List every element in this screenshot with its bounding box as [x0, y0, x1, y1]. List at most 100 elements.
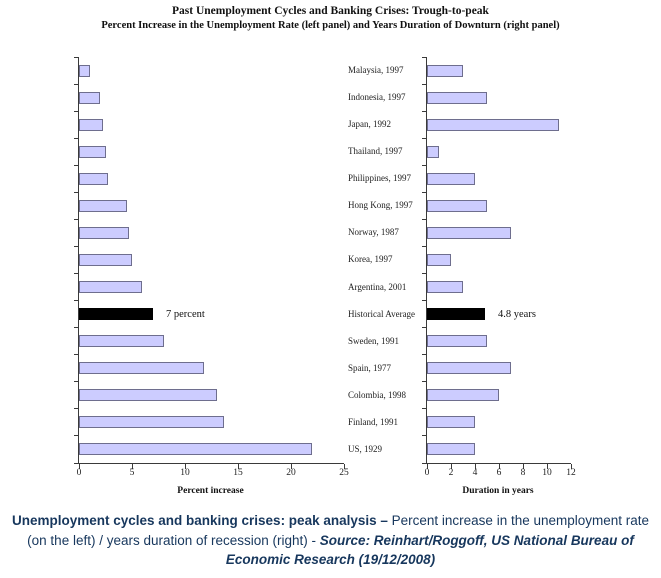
y-axis-tick	[74, 83, 78, 85]
y-axis-tick	[74, 137, 78, 139]
bar-norway-1987	[427, 226, 511, 239]
x-tick-label: 2	[448, 468, 454, 478]
bar-spain-1977	[79, 362, 205, 375]
category-label: Philippines, 1997	[348, 173, 412, 184]
bar-malaysia-1997	[427, 64, 463, 77]
category-label: Malaysia, 1997	[348, 65, 404, 75]
bar-philippines-1997	[79, 172, 108, 185]
category-label: Colombia, 1998	[348, 389, 406, 400]
bar-argentina-2001	[79, 281, 142, 294]
x-axis-tick	[474, 464, 476, 469]
bar-hong-kong-1997	[427, 199, 487, 212]
category-label: Historical Average	[348, 308, 416, 319]
y-axis-tick	[74, 354, 78, 356]
x-tick-label: 25	[339, 468, 349, 478]
category-label: Korea, 1997	[348, 254, 393, 265]
x-axis-tick	[78, 464, 80, 469]
y-axis-tick	[422, 56, 426, 58]
y-axis-tick	[74, 191, 78, 193]
x-axis-tick	[343, 464, 345, 469]
caption-description: Percent increase in the unemployment rat…	[27, 513, 650, 548]
chart-title: Past Unemployment Cycles and Banking Cri…	[172, 5, 489, 17]
x-tick-label: 0	[76, 468, 82, 478]
y-axis-tick	[74, 110, 78, 112]
x-axis-tick	[450, 464, 452, 469]
bar-sweden-1991	[79, 335, 164, 348]
chart-subtitle: Percent Increase in the Unemployment Rat…	[101, 20, 560, 31]
x-axis-tick	[426, 464, 428, 469]
y-axis-tick	[422, 164, 426, 166]
x-axis-tick	[131, 464, 133, 469]
y-axis-tick	[74, 56, 78, 58]
x-axis-tick	[570, 464, 572, 469]
bar-thailand-1997	[79, 145, 106, 158]
y-axis-tick	[422, 300, 426, 302]
y-axis-tick	[422, 381, 426, 383]
y-axis-tick	[74, 408, 78, 410]
y-axis-tick	[422, 327, 426, 329]
x-tick-label: 15	[233, 468, 243, 478]
bar-finland-1991	[79, 416, 225, 429]
y-axis-tick	[74, 218, 78, 220]
x-tick-label: 6	[496, 468, 502, 478]
bar-korea-1997	[79, 254, 132, 266]
bar-philippines-1997	[427, 172, 475, 185]
bar-historical-average	[427, 308, 485, 321]
bar-spain-1977	[427, 362, 511, 375]
y-axis-tick	[74, 245, 78, 247]
category-labels-column: Malaysia, 1997 Indonesia, 1997 Japan, 1992…	[348, 57, 424, 463]
category-label: Hong Kong, 1997	[348, 200, 413, 211]
x-tick-label: 0	[424, 468, 430, 478]
bar-us-1929	[427, 443, 475, 456]
bar-argentina-2001	[427, 281, 463, 294]
x-axis-tick	[546, 464, 548, 469]
bar-indonesia-1997	[79, 91, 101, 104]
x-tick-label: 10	[180, 468, 190, 478]
category-label: Norway, 1987	[348, 227, 399, 238]
y-axis-tick	[422, 218, 426, 220]
bar-historical-average	[79, 308, 154, 321]
category-label: Thailand, 1997	[348, 146, 403, 157]
left-panel-plot: 0 5 10 15 20 25	[74, 56, 349, 478]
y-axis-tick	[422, 83, 426, 85]
y-axis-tick	[74, 164, 78, 166]
y-axis-tick	[422, 408, 426, 410]
bar-malaysia-1997	[79, 64, 90, 77]
x-axis-tick	[237, 464, 239, 469]
bar-us-1929	[79, 443, 313, 456]
bar-finland-1991	[427, 416, 475, 429]
y-axis-tick	[74, 273, 78, 275]
caption: Unemployment cycles and banking crises: …	[4, 511, 657, 570]
x-axis-tick	[522, 464, 524, 469]
bar-norway-1987	[79, 226, 129, 239]
x-tick-label: 4	[472, 468, 478, 478]
y-axis-tick	[74, 327, 78, 329]
y-axis-tick	[422, 273, 426, 275]
y-axis-tick	[74, 300, 78, 302]
y-axis-tick	[422, 435, 426, 437]
y-axis-tick	[422, 191, 426, 193]
bar-korea-1997	[427, 254, 451, 266]
y-axis-tick	[74, 462, 78, 464]
y-axis-tick	[74, 435, 78, 437]
x-tick-label: 12	[566, 468, 576, 478]
category-label: Spain, 1977	[348, 362, 392, 373]
x-tick-label: 8	[520, 468, 526, 478]
y-axis-tick	[422, 354, 426, 356]
caption-source: Source: Reinhart/Roggoff, US National Bu…	[225, 532, 634, 568]
bar-sweden-1991	[427, 335, 487, 348]
bar-colombia-1998	[79, 389, 217, 402]
left-xaxis-title: Percent increase	[177, 486, 244, 496]
category-label: Argentina, 2001	[348, 281, 407, 292]
y-axis-tick	[422, 110, 426, 112]
category-label: US, 1929	[348, 443, 383, 454]
y-axis-tick	[74, 381, 78, 383]
x-axis-tick	[290, 464, 292, 469]
bar-japan-1992	[427, 118, 559, 131]
bar-hong-kong-1997	[79, 199, 127, 212]
x-axis-tick	[184, 464, 186, 469]
y-axis-tick	[422, 245, 426, 247]
bar-colombia-1998	[427, 389, 499, 402]
left-panel-annotation: 7 percent	[166, 309, 205, 320]
category-label: Japan, 1992	[348, 119, 391, 130]
